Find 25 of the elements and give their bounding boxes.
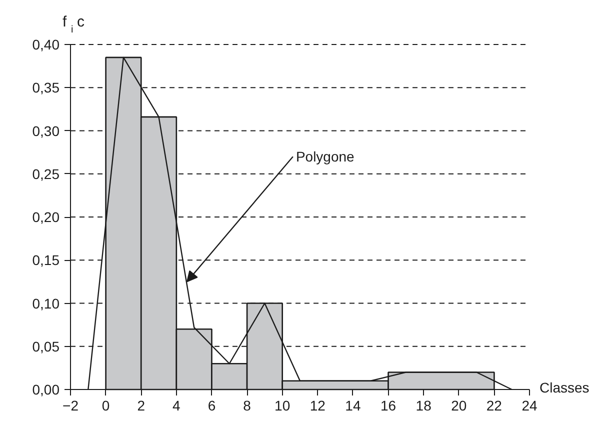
x-tick-label: 18: [416, 398, 432, 414]
y-tick-label: 0,40: [32, 36, 60, 52]
x-tick-label: 24: [522, 398, 538, 414]
y-tick-label: 0,15: [32, 252, 60, 268]
y-tick-label: 0,10: [32, 295, 60, 312]
x-tick-label: 0: [102, 398, 110, 414]
x-tick-label: 2: [137, 398, 146, 414]
y-tick-label: 0,35: [32, 80, 60, 96]
x-tick-label: 22: [486, 398, 502, 414]
x-tick-label: 12: [310, 398, 326, 414]
y-tick-label: 0,20: [32, 209, 60, 225]
y-tick-label: 0,00: [32, 382, 60, 398]
x-tick-label: 16: [380, 398, 396, 414]
x-tick-label: 6: [208, 398, 216, 414]
y-tick-label: 0,30: [32, 122, 60, 139]
annotation: Polygone: [296, 148, 355, 165]
x-tick-label: 14: [345, 398, 361, 414]
x-tick-label: −2: [62, 398, 79, 414]
y-tick-label: 0,25: [32, 166, 60, 182]
x-tick-label: 4: [172, 398, 181, 414]
y-tick-label: 0,05: [32, 338, 60, 354]
x-axis-title: Classes: [540, 380, 590, 396]
x-tick-label: 10: [274, 398, 290, 414]
x-tick-label: 8: [243, 398, 252, 414]
x-tick-label: 20: [451, 398, 467, 414]
